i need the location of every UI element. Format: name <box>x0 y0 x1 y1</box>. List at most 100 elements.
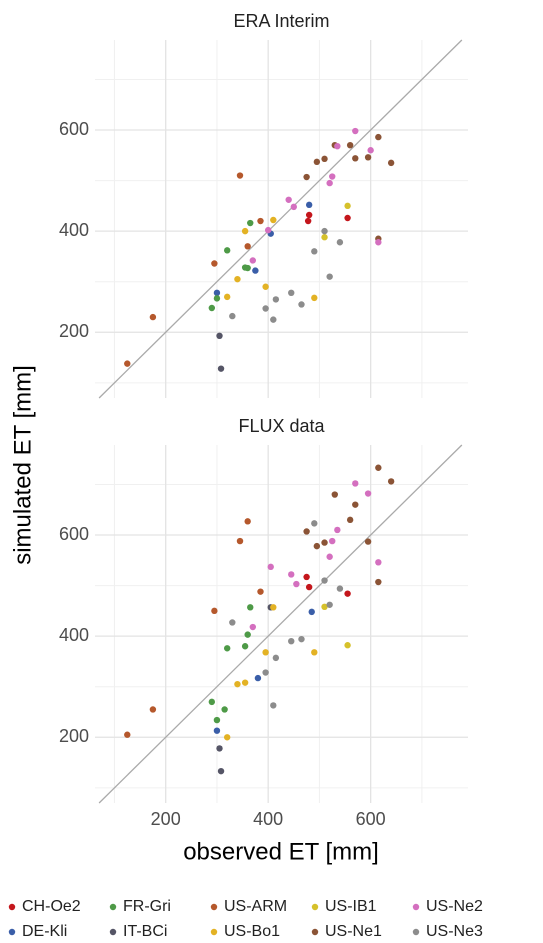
point <box>303 173 310 181</box>
point <box>241 643 249 650</box>
y-tick-label: 600 <box>59 524 89 544</box>
point <box>311 248 318 255</box>
point <box>244 243 251 250</box>
legend-label: US-IB1 <box>325 898 377 915</box>
point <box>334 142 341 150</box>
point <box>375 578 382 586</box>
point <box>321 539 328 546</box>
point <box>272 654 280 662</box>
point <box>346 141 354 149</box>
y-axis-label: simulated ET [mm] <box>9 365 36 565</box>
point <box>352 501 359 508</box>
panel-title: FLUX data <box>238 416 325 436</box>
point <box>298 301 305 308</box>
point <box>252 267 259 274</box>
point <box>213 295 221 302</box>
point <box>336 585 344 592</box>
point <box>262 283 269 290</box>
point <box>241 679 249 686</box>
point <box>321 155 328 163</box>
point <box>267 563 274 571</box>
point <box>364 154 372 161</box>
point <box>244 518 251 525</box>
x-axis-label: observed ET [mm] <box>183 838 379 865</box>
point <box>244 631 251 638</box>
legend-marker <box>412 903 420 911</box>
point <box>244 264 251 272</box>
y-tick-label: 200 <box>59 321 89 341</box>
point <box>241 227 249 235</box>
point <box>321 577 328 584</box>
point <box>211 607 218 615</box>
point <box>124 731 131 738</box>
point <box>344 214 351 222</box>
point <box>257 588 264 595</box>
point <box>254 674 262 682</box>
point <box>375 133 382 141</box>
legend-label: FR-Gri <box>123 898 171 915</box>
point <box>298 635 305 643</box>
point <box>262 669 269 676</box>
legend-marker <box>109 903 117 911</box>
point <box>346 516 354 524</box>
point <box>321 603 328 611</box>
point <box>270 316 277 323</box>
legend-marker <box>210 928 218 936</box>
point <box>293 580 300 588</box>
point <box>326 553 333 560</box>
point <box>234 680 241 688</box>
point <box>221 706 228 713</box>
point <box>387 159 395 167</box>
legend-label: CH-Oe2 <box>22 898 81 915</box>
point <box>223 247 231 254</box>
point <box>336 239 344 246</box>
legend-label: US-ARM <box>224 898 287 915</box>
point <box>304 217 312 225</box>
point <box>249 257 257 264</box>
identity-line <box>98 39 463 399</box>
point <box>311 649 318 656</box>
point <box>375 464 382 471</box>
point <box>326 601 333 608</box>
point <box>247 604 254 611</box>
point <box>264 226 272 234</box>
point <box>344 202 351 210</box>
point <box>247 219 254 227</box>
point <box>236 537 244 545</box>
point <box>217 767 225 775</box>
legend-marker <box>8 928 16 936</box>
point <box>288 289 295 297</box>
point <box>352 480 359 487</box>
point <box>321 227 328 235</box>
point <box>375 239 382 246</box>
point <box>124 360 131 367</box>
point <box>149 706 157 713</box>
point <box>213 727 221 734</box>
point <box>229 312 236 320</box>
point <box>326 179 333 187</box>
point <box>305 211 313 219</box>
point <box>375 559 382 566</box>
point <box>344 590 351 597</box>
point <box>229 619 236 626</box>
point <box>208 698 216 706</box>
legend-marker <box>210 903 218 911</box>
x-tick-label: 600 <box>356 809 386 829</box>
point <box>387 478 395 485</box>
point <box>288 637 295 645</box>
panel-title: ERA Interim <box>233 11 329 31</box>
legend-marker <box>311 928 319 936</box>
point <box>288 571 295 578</box>
point <box>313 158 321 166</box>
y-tick-label: 400 <box>59 220 89 240</box>
point <box>270 604 277 611</box>
point <box>308 608 315 616</box>
legend-label: US-Bo1 <box>224 923 280 940</box>
point <box>352 127 359 135</box>
point <box>262 305 269 312</box>
x-tick-label: 200 <box>151 809 181 829</box>
y-tick-label: 600 <box>59 119 89 139</box>
point <box>305 201 313 209</box>
legend-marker <box>8 903 16 911</box>
